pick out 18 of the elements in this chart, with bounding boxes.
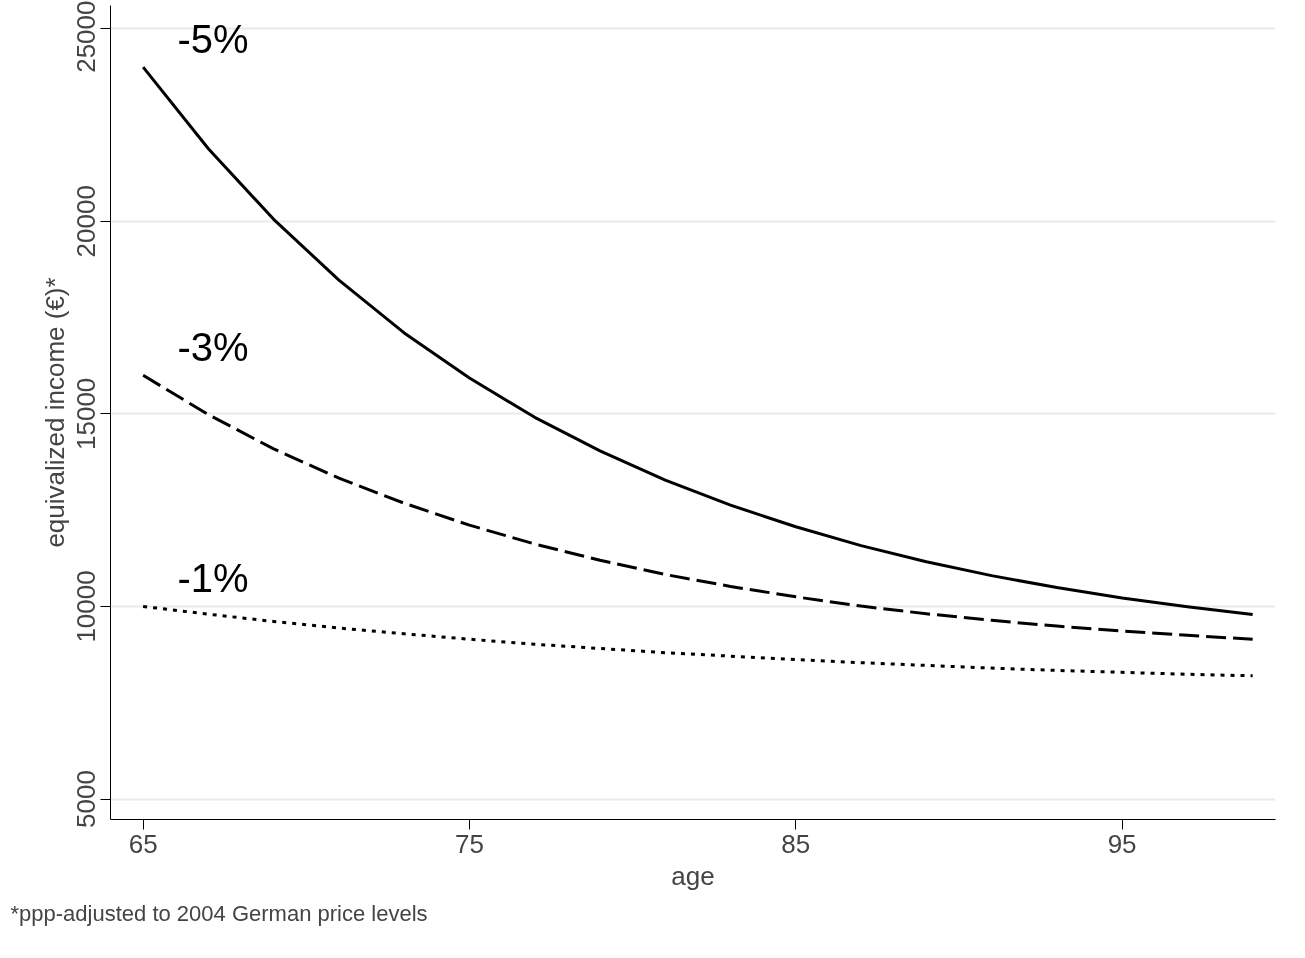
line-series bbox=[141, 65, 1255, 617]
series-label: -1% bbox=[177, 556, 249, 601]
y-tick-label: 10000 bbox=[71, 570, 102, 643]
series-label: -5% bbox=[177, 17, 249, 62]
text: *ppp-adjusted to 2004 German price levels bbox=[10, 900, 428, 926]
x-tick-label: 85 bbox=[781, 828, 811, 859]
line-series bbox=[141, 604, 1255, 678]
x-tick-label: 75 bbox=[455, 828, 484, 859]
x-tick-label: 95 bbox=[1107, 828, 1137, 859]
x-axis-title: age bbox=[671, 860, 715, 891]
y-tick-label: 15000 bbox=[71, 377, 102, 450]
y-tick-label: 5000 bbox=[71, 770, 102, 828]
series-label: -3% bbox=[177, 325, 249, 370]
line-series bbox=[141, 373, 1255, 641]
y-tick-label: 20000 bbox=[71, 185, 102, 258]
y-tick-label: 25000 bbox=[71, 0, 102, 73]
x-tick-label: 65 bbox=[128, 828, 158, 859]
y-axis-title: equivalized income (€)* bbox=[39, 277, 70, 548]
